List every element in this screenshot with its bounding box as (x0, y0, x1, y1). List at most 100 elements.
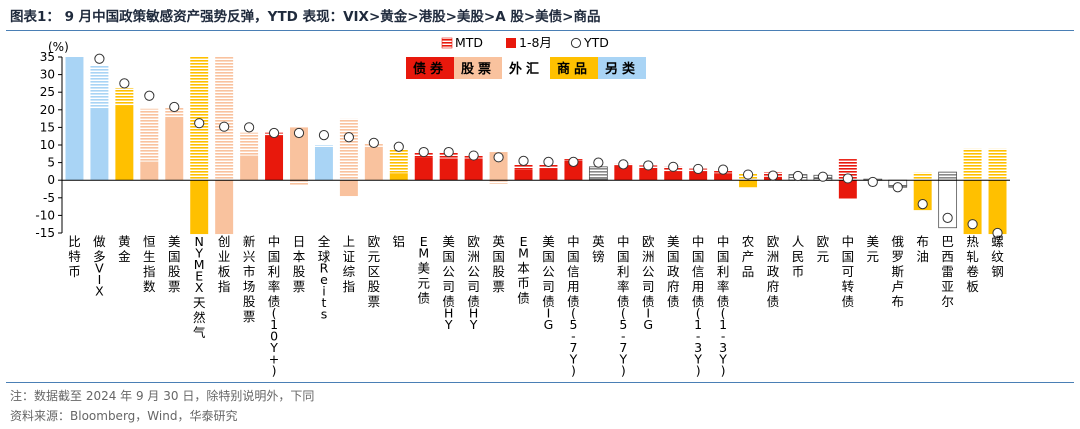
legend-class-swatch (454, 57, 502, 79)
bar-mtd (140, 108, 159, 162)
bar-mtd (339, 118, 358, 181)
ytd-marker (867, 176, 878, 188)
ytd-marker (792, 170, 804, 182)
bar-mtd (938, 171, 958, 181)
ytd-marker (493, 152, 504, 163)
bar-1-8 (739, 180, 758, 188)
ytd-marker (917, 199, 928, 210)
x-tick-label: 英国股票 (492, 234, 505, 294)
x-tick-label: 做多 V I X (93, 234, 106, 299)
ytd-marker (643, 160, 654, 171)
bar-mtd (314, 145, 333, 149)
bar-1-8 (364, 146, 383, 181)
bar-mtd (115, 87, 134, 106)
bar-1-8 (439, 158, 458, 181)
x-tick-label: 中国可转债 (842, 234, 855, 309)
x-tick-label: 俄罗斯卢布 (891, 234, 904, 309)
ytd-marker (718, 164, 729, 175)
chart-title: 图表1： 9 月中国政策敏感资产强势反弹，YTD 表现：VIX>黄金>港股>美股… (10, 9, 601, 25)
title-divider (6, 30, 1074, 31)
bar-1-8 (389, 173, 408, 181)
ytd-marker (892, 182, 903, 193)
y-tick-label: 5 (47, 156, 55, 170)
x-tick-label: 中国利率债(1 -3 Y) (717, 234, 730, 378)
bar-1-8 (339, 180, 358, 197)
ytd-marker (443, 146, 454, 158)
legend-class-label: 股票 (461, 61, 495, 77)
y-tick-label: 15 (40, 120, 55, 134)
bar-1-8 (714, 173, 733, 181)
ytd-marker (618, 159, 629, 170)
ytd-marker (169, 101, 180, 113)
bar-mtd (165, 108, 184, 117)
ytd-marker (293, 127, 305, 139)
bar-1-8 (614, 165, 633, 181)
y-tick-label: -10 (35, 208, 55, 222)
bar-1-8 (290, 127, 308, 181)
ytd-marker (219, 121, 230, 132)
x-tick-label: 中国利率债(5 -7 Y) (617, 234, 630, 378)
bar-mtd (90, 65, 109, 109)
legend-class-swatch (502, 57, 550, 79)
ytd-marker (693, 163, 704, 175)
bar-1-8 (639, 167, 658, 181)
bar-mtd (838, 159, 857, 181)
ytd-marker (668, 161, 679, 172)
ytd-marker (368, 137, 379, 148)
bar-1-8 (464, 158, 483, 181)
legend-class-label: 外汇 (508, 61, 543, 77)
y-tick-label: 25 (40, 85, 55, 99)
legend-series-label: YTD (583, 35, 609, 50)
x-tick-label: 恒生指数 (143, 234, 156, 294)
ytd-marker (742, 169, 754, 180)
x-tick-label: E M 美元债 (417, 234, 430, 306)
bar-1-8 (115, 105, 134, 181)
bar-mtd (963, 148, 982, 181)
legend-series-label: 1-8月 (519, 35, 552, 50)
ytd-marker (468, 150, 479, 161)
ytd-marker (194, 118, 205, 129)
x-tick-label: E M 本币债 (517, 234, 530, 306)
ytd-marker (318, 130, 330, 141)
x-tick-label: 欧元区股票 (368, 234, 381, 309)
x-tick-label: 欧洲政府债 (767, 234, 780, 309)
legend-class-swatch (598, 57, 646, 79)
bar-1-8 (90, 108, 109, 181)
x-tick-label: 欧洲公司债 I G (642, 234, 655, 332)
legend-ytd-marker (570, 37, 582, 49)
x-tick-label: 比特币 (68, 234, 81, 279)
x-tick-label: 美国政府债 (667, 234, 680, 309)
x-tick-label: 中国利率债(1 0 Y +) (268, 234, 281, 378)
ytd-marker (393, 141, 404, 152)
ytd-marker (343, 132, 354, 143)
footnote: 注：数据截至 2024 年 9 月 30 日，除特别说明外，下同 (10, 389, 315, 403)
ytd-marker (767, 170, 779, 181)
legend-class-label: 商品 (557, 61, 591, 77)
x-tick-label: 美国公司债 I G (542, 234, 555, 332)
x-tick-label: 热轧卷板 (966, 234, 979, 294)
x-tick-label: 美国股票 (168, 234, 181, 294)
x-tick-label: 螺纹钢 (991, 234, 1004, 279)
bar-1-8 (314, 148, 333, 181)
x-tick-label: 日本股票 (293, 234, 306, 294)
ytd-marker (992, 227, 1003, 239)
legend-class-swatch (550, 57, 598, 79)
bar-1-8 (564, 160, 583, 181)
bar-1-8 (514, 169, 533, 181)
bar-1-8 (414, 157, 433, 181)
y-tick-label: 0 (47, 173, 55, 187)
x-tick-label: 人民币 (792, 234, 805, 279)
bar-mtd (290, 180, 308, 186)
ytd-marker (543, 156, 554, 167)
y-tick-label: -15 (35, 226, 55, 240)
x-tick-label: 中国信用债(5 -7 Y) (567, 234, 580, 378)
ytd-marker (268, 127, 280, 139)
bar-1-8 (215, 180, 234, 235)
x-tick-label: 巴西雷亚尔 (941, 234, 954, 309)
bar-1-8 (190, 180, 209, 235)
x-tick-label: 美元 (867, 234, 880, 264)
ytd-marker (842, 173, 853, 184)
bar-mtd (514, 164, 533, 170)
legend-class-label: 另类 (605, 61, 639, 77)
bar-mtd (988, 148, 1007, 181)
